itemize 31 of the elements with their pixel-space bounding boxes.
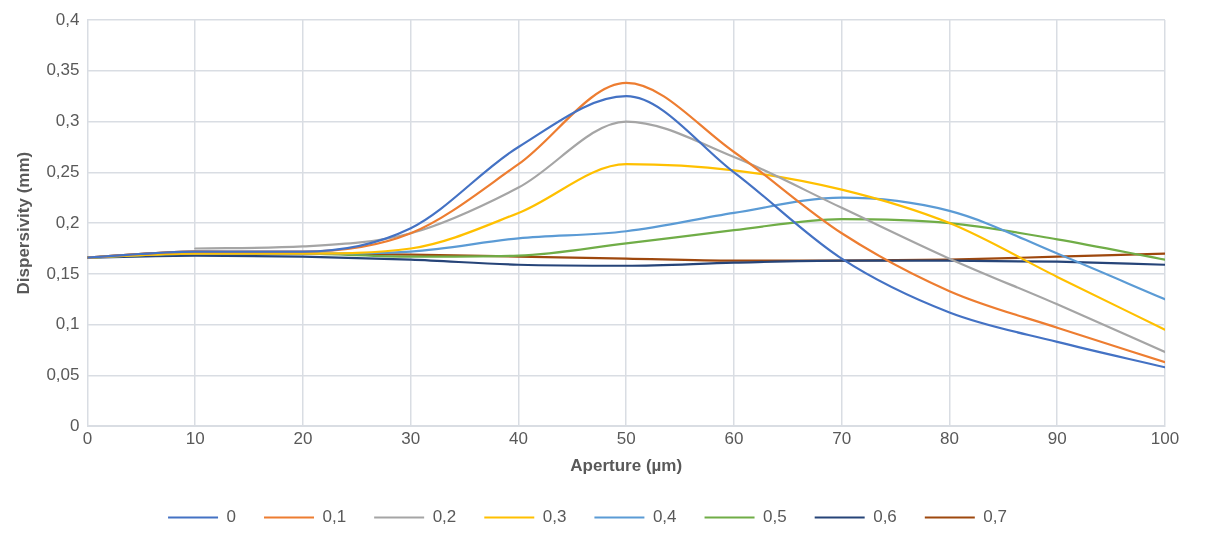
y-tick-label: 0,1 xyxy=(55,314,80,334)
legend-label: 0,1 xyxy=(322,507,347,527)
x-tick-label: 90 xyxy=(1047,429,1067,449)
legend-label: 0,3 xyxy=(542,507,567,527)
legend-label: 0,2 xyxy=(432,507,457,527)
x-tick-label: 70 xyxy=(832,429,852,449)
line-series xyxy=(194,120,1165,354)
legend-label: 0 xyxy=(226,507,237,527)
y-tick-label: 0 xyxy=(70,415,80,435)
legend-label: 0,7 xyxy=(983,507,1007,527)
x-axis-title: Aperture (µm) xyxy=(570,456,683,476)
y-tick-label: 0,4 xyxy=(55,9,80,29)
x-tick-label: 0 xyxy=(82,429,93,449)
legend-label: 0,6 xyxy=(873,507,897,527)
y-tick-label: 0,25 xyxy=(46,162,80,182)
y-tick-label: 0,3 xyxy=(55,111,80,131)
legend-label: 0,5 xyxy=(763,507,787,527)
y-tick-label: 0,05 xyxy=(46,365,80,385)
x-tick-label: 50 xyxy=(616,429,636,449)
x-tick-label: 30 xyxy=(401,429,421,449)
x-tick-label: 60 xyxy=(724,429,744,449)
x-tick-label: 20 xyxy=(293,429,313,449)
x-tick-label: 100 xyxy=(1150,429,1180,449)
y-tick-label: 0,15 xyxy=(46,263,80,283)
legend-label: 0,4 xyxy=(652,507,677,527)
y-axis-title: Dispersivity (mm) xyxy=(13,151,33,295)
x-tick-label: 40 xyxy=(509,429,528,449)
y-tick-label: 0,35 xyxy=(46,60,80,80)
x-tick-label: 10 xyxy=(185,429,205,449)
y-tick-label: 0,2 xyxy=(55,212,80,232)
x-tick-label: 80 xyxy=(940,429,959,449)
